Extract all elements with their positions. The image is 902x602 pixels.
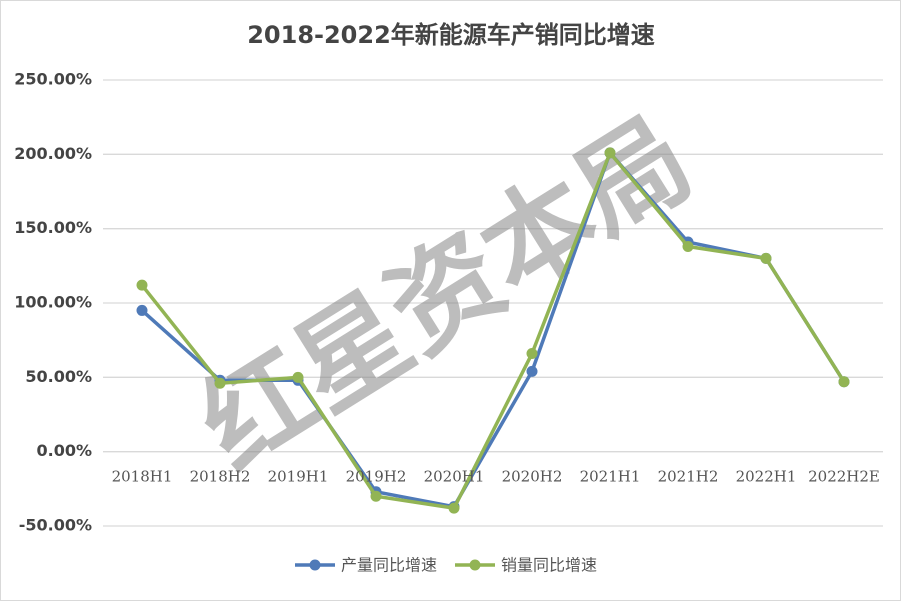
x-tick-label: 2022H1	[736, 468, 797, 486]
data-point	[292, 371, 304, 383]
chart-title: 2018-2022年新能源车产销同比增速	[247, 21, 655, 49]
y-tick-label: 150.00%	[14, 218, 92, 237]
data-point	[526, 365, 538, 377]
y-tick-label: 200.00%	[14, 144, 92, 163]
data-point	[136, 279, 148, 291]
data-point	[448, 502, 460, 514]
legend-marker	[469, 559, 481, 571]
data-point	[526, 348, 538, 360]
data-point	[760, 252, 772, 264]
y-tick-label: 50.00%	[25, 367, 92, 386]
x-tick-label: 2019H2	[346, 468, 407, 486]
y-tick-label: 100.00%	[14, 293, 92, 312]
data-point	[838, 376, 850, 388]
x-tick-label: 2018H1	[112, 468, 173, 486]
legend-label: 产量同比增速	[341, 556, 437, 575]
data-point	[136, 304, 148, 316]
legend-item: 产量同比增速	[295, 556, 437, 575]
legend-marker	[309, 559, 321, 571]
x-tick-label: 2018H2	[190, 468, 251, 486]
data-point	[604, 147, 616, 159]
y-tick-label: 0.00%	[36, 441, 92, 460]
x-tick-label: 2019H1	[268, 468, 329, 486]
legend-label: 销量同比增速	[501, 556, 597, 575]
series-line	[140, 151, 846, 510]
y-tick-label: 250.00%	[14, 70, 92, 89]
x-tick-label: 2021H1	[580, 468, 641, 486]
data-point	[214, 377, 226, 389]
legend-item: 销量同比增速	[455, 556, 597, 575]
x-tick-label: 2020H1	[424, 468, 485, 486]
data-point	[370, 490, 382, 502]
x-tick-label: 2022H2E	[808, 468, 880, 486]
x-tick-label: 2021H2	[658, 468, 719, 486]
y-tick-label: -50.00%	[19, 516, 92, 535]
x-tick-label: 2020H2	[502, 468, 563, 486]
data-point	[682, 241, 694, 253]
